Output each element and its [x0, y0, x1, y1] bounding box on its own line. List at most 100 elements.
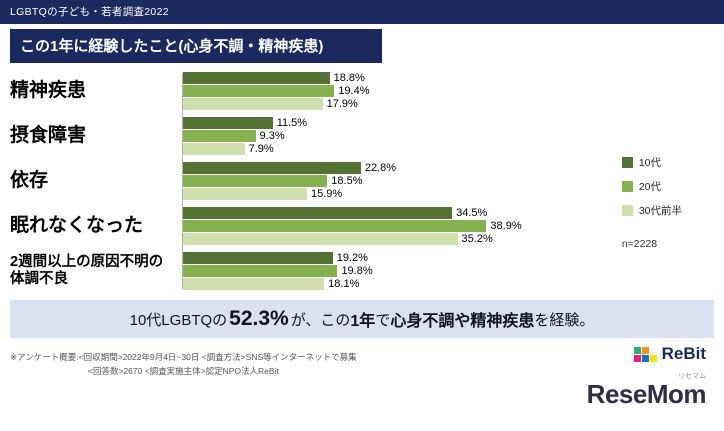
bar-30代前半	[183, 143, 245, 155]
bar-line: 11.5%	[183, 117, 307, 129]
bar-line: 38.9%	[183, 220, 522, 232]
logos: ReBit リセマム ReseMom	[587, 342, 714, 410]
bar-10代	[183, 117, 273, 129]
bar-group: 18.8% 19.4% 17.9%	[182, 71, 370, 111]
bar-value-label: 19.4%	[338, 85, 370, 97]
rebit-mark-square	[633, 346, 641, 354]
bar-value-label: 7.9%	[248, 143, 274, 155]
category-label: 摂食障害	[10, 125, 87, 147]
bar-20代	[183, 130, 256, 142]
rebit-logo-text: ReBit	[661, 344, 706, 363]
bar-line: 19.4%	[183, 85, 370, 97]
bar-30代前半	[183, 233, 458, 245]
key-finding-banner: 10代LGBTQの 52.3% が、この 1年で心身不調や精神疾患 を経験。	[10, 300, 714, 338]
callout-prefix: 10代LGBTQの	[129, 311, 228, 329]
callout-strong: 心身不調や精神疾患	[390, 313, 535, 330]
chart-rows: 精神疾患 18.8% 19.4% 17.9% 摂食障害 11.5% 9.3% 7.9% 依存 22…	[10, 71, 724, 291]
callout-percentage: 52.3%	[229, 307, 289, 330]
callout-year: 1年	[350, 313, 376, 330]
legend-swatch-icon	[621, 157, 633, 168]
bar-10代	[183, 72, 330, 84]
chart-row: 眠れなくなった 34.5% 38.9% 35.2%	[10, 206, 724, 246]
survey-title: LGBTQの子ども・若者調査2022	[10, 6, 169, 18]
survey-note-line1: ※アンケート概要:<回収期間>2022年9月4日~30日 <調査方法>SNS等イ…	[10, 352, 357, 362]
bar-value-label: 22.8%	[364, 162, 397, 174]
resemom-logo: リセマム ReseMom	[586, 371, 707, 410]
rebit-logo: ReBit	[633, 344, 706, 364]
bar-30代前半	[183, 278, 325, 290]
legend-swatch-icon	[621, 205, 633, 216]
bar-line: 17.9%	[183, 98, 370, 110]
bar-line: 34.5%	[183, 207, 522, 219]
bar-value-label: 19.8%	[341, 265, 373, 277]
survey-title-bar: LGBTQの子ども・若者調査2022	[0, 0, 724, 24]
chart-row: 2週間以上の原因不明の体調不良 19.2% 19.8% 18.1%	[10, 251, 724, 291]
bar-value-label: 35.2%	[461, 233, 493, 245]
bar-value-label: 17.9%	[326, 98, 358, 110]
category-label: 精神疾患	[10, 80, 87, 102]
bar-group: 19.2% 19.8% 18.1%	[182, 251, 373, 291]
chart-row: 精神疾患 18.8% 19.4% 17.9%	[10, 71, 724, 111]
rebit-mark-square	[649, 346, 657, 354]
chart-row: 摂食障害 11.5% 9.3% 7.9%	[10, 116, 724, 156]
bar-value-label: 18.5%	[331, 175, 363, 187]
bar-line: 18.5%	[183, 175, 396, 187]
survey-note-line2: <回答数>2670 <調査実施主体>認定NPO法人ReBit	[88, 366, 279, 377]
bar-10代	[183, 252, 333, 264]
bar-value-label: 9.3%	[259, 130, 285, 142]
bar-line: 7.9%	[183, 143, 307, 155]
survey-methodology-notes: ※アンケート概要:<回収期間>2022年9月4日~30日 <調査方法>SNS等イ…	[10, 342, 357, 410]
category-label: 2週間以上の原因不明の体調不良	[10, 254, 164, 287]
bar-line: 19.2%	[183, 252, 373, 264]
rebit-logo-icon	[633, 346, 657, 362]
legend-swatch-icon	[621, 181, 633, 192]
bar-chart: 精神疾患 18.8% 19.4% 17.9% 摂食障害 11.5% 9.3% 7.9% 依存 22…	[10, 71, 724, 291]
legend-item-10代: 10代	[621, 155, 682, 170]
bar-value-label: 15.9%	[311, 188, 343, 200]
callout-mid2: で	[375, 311, 391, 329]
bar-10代	[183, 162, 361, 174]
chart-legend: 10代 20代 30代前半 n=2228	[621, 155, 682, 250]
bar-line: 15.9%	[183, 188, 396, 200]
legend-label: 20代	[638, 181, 661, 193]
chart-row: 依存 22.8% 18.5% 15.9%	[10, 161, 724, 201]
callout-mid1: が、この	[290, 311, 351, 329]
bar-line: 22.8%	[183, 162, 396, 174]
bar-10代	[183, 207, 453, 219]
legend-item-30代前半: 30代前半	[621, 203, 682, 218]
bar-line: 35.2%	[183, 233, 522, 245]
category-label: 眠れなくなった	[10, 215, 144, 237]
resemom-logo-text: ReseMom	[586, 379, 707, 409]
bar-20代	[183, 220, 487, 232]
bar-line: 18.8%	[183, 72, 370, 84]
bar-20代	[183, 175, 328, 187]
rebit-mark-square	[641, 354, 649, 362]
bar-line: 18.1%	[183, 278, 373, 290]
rebit-mark-square	[641, 346, 649, 354]
legend-label: 30代前半	[638, 205, 682, 217]
legend-label: 10代	[638, 157, 661, 169]
chart-title-bar: この1年に経験したこと(心身不調・精神疾患)	[10, 29, 382, 63]
bar-30代前半	[183, 98, 323, 110]
bar-20代	[183, 265, 338, 277]
bar-30代前半	[183, 188, 308, 200]
category-label: 依存	[10, 170, 49, 192]
bar-value-label: 34.5%	[456, 207, 488, 219]
footer: ※アンケート概要:<回収期間>2022年9月4日~30日 <調査方法>SNS等イ…	[10, 342, 714, 410]
resemom-kana-label: リセマム	[678, 373, 706, 380]
rebit-mark-square	[649, 354, 657, 362]
legend-items: 10代 20代 30代前半	[621, 155, 682, 218]
rebit-mark-square	[633, 354, 641, 362]
legend-item-20代: 20代	[621, 179, 682, 194]
bar-line: 19.8%	[183, 265, 373, 277]
bar-value-label: 38.9%	[490, 220, 522, 232]
chart-title: この1年に経験したこと(心身不調・精神疾患)	[20, 38, 324, 55]
bar-group: 22.8% 18.5% 15.9%	[182, 161, 396, 201]
bar-line: 9.3%	[183, 130, 307, 142]
callout-suffix: を経験。	[534, 311, 595, 329]
bar-group: 11.5% 9.3% 7.9%	[182, 116, 307, 156]
bar-value-label: 18.8%	[333, 72, 365, 84]
sample-size-note: n=2228	[621, 238, 658, 250]
bar-20代	[183, 85, 335, 97]
bar-value-label: 11.5%	[276, 117, 308, 129]
